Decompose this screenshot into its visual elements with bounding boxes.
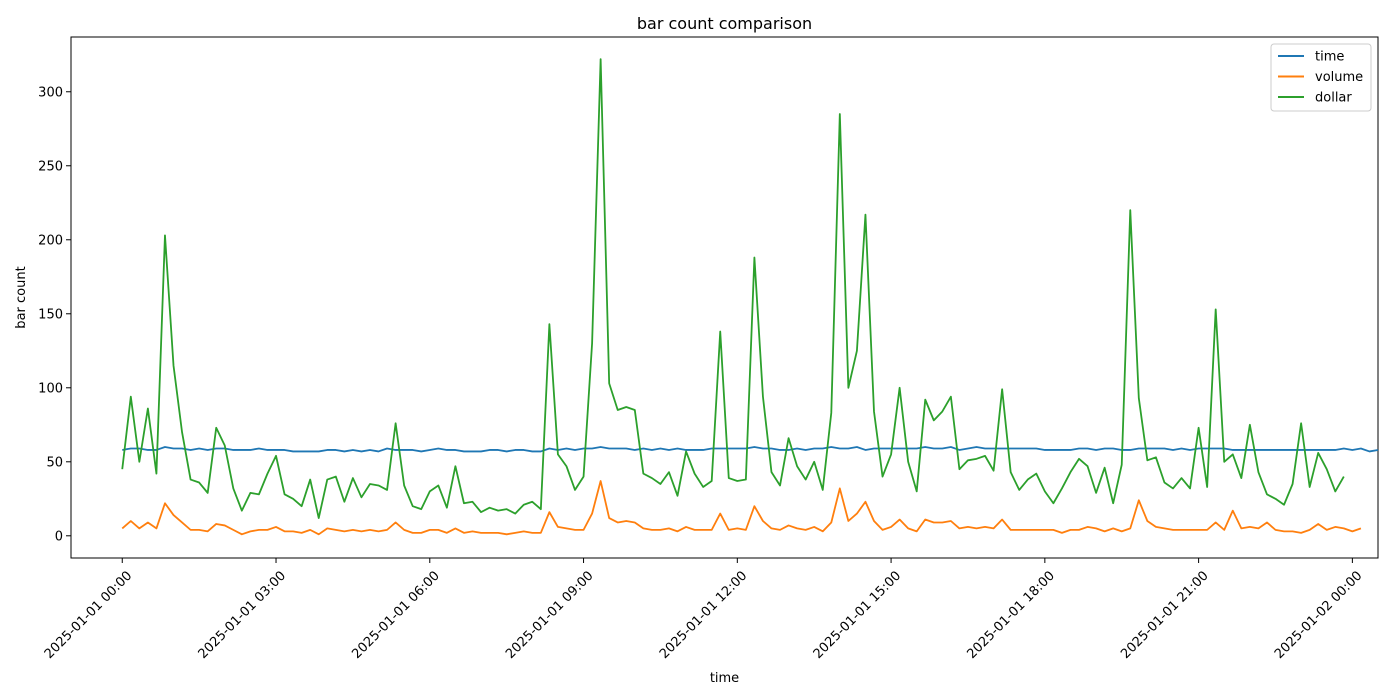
y-tick-label: 150: [38, 307, 63, 322]
y-axis-label: bar count: [14, 266, 29, 328]
legend-label-volume: volume: [1315, 70, 1363, 85]
series-line-volume: [121, 480, 1362, 536]
x-tick-label: 2025-01-01 12:00: [657, 568, 750, 661]
y-tick-label: 250: [38, 159, 63, 174]
series-line-dollar: [121, 58, 1345, 519]
legend-label-dollar: dollar: [1315, 91, 1352, 106]
legend: time volume dollar: [1270, 43, 1372, 112]
x-tick-label: 2025-01-01 21:00: [1118, 568, 1211, 661]
y-tick-label: 200: [38, 233, 63, 248]
series-line-time: [122, 446, 1379, 453]
x-tick-label: 2025-01-01 15:00: [811, 568, 904, 661]
y-tick-label: 100: [38, 381, 63, 396]
series-lines: [121, 58, 1379, 536]
x-tick-label: 2025-01-01 00:00: [42, 568, 135, 661]
legend-box: [1270, 43, 1372, 112]
x-tick-label: 2025-01-01 03:00: [196, 568, 289, 661]
x-axis-label: time: [710, 671, 739, 686]
legend-label-time: time: [1315, 50, 1344, 65]
y-tick-label: 50: [46, 455, 63, 470]
x-tick-label: 2025-01-01 18:00: [964, 568, 1057, 661]
x-ticks: 2025-01-01 00:00 2025-01-01 03:00 2025-01-…: [42, 558, 1365, 662]
x-tick-label: 2025-01-02 00:00: [1272, 568, 1365, 661]
chart-title: bar count comparison: [637, 14, 812, 33]
y-tick-label: 300: [38, 85, 63, 100]
y-ticks: 0 50 100 150 200 250 300: [38, 85, 71, 544]
x-tick-label: 2025-01-01 06:00: [349, 568, 442, 661]
y-tick-label: 0: [55, 529, 63, 544]
x-tick-label: 2025-01-01 09:00: [503, 568, 596, 661]
